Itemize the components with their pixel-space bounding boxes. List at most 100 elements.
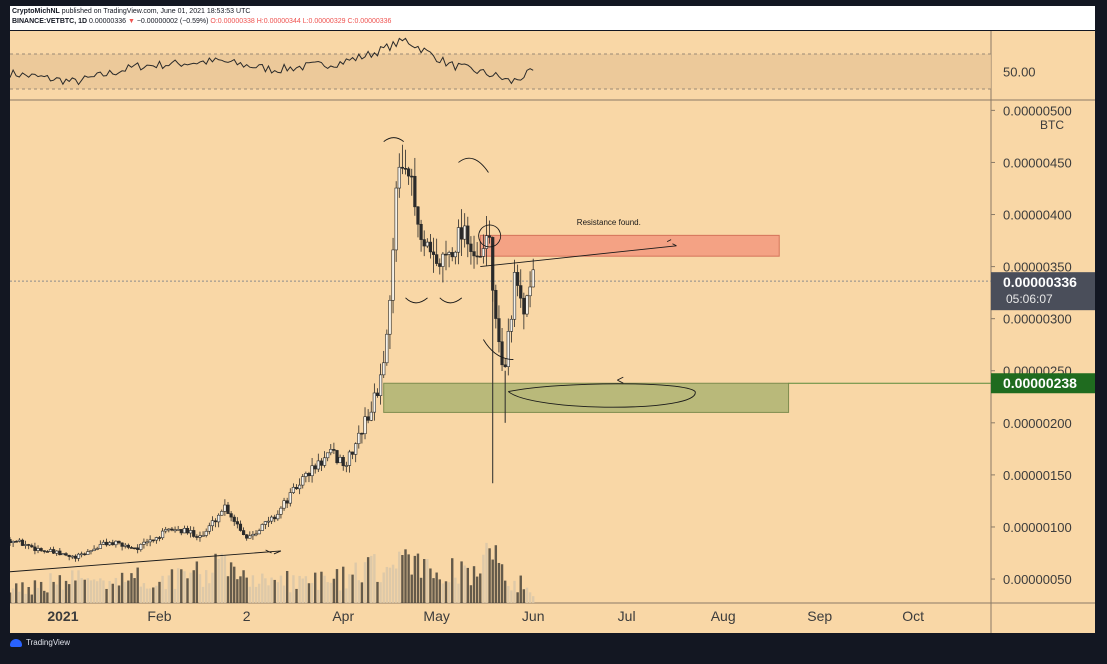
volume-bar [74, 580, 77, 603]
price-tick-label: 0.00000050 [1003, 572, 1072, 587]
time-tick-label: Jul [618, 608, 636, 624]
volume-bar [460, 561, 463, 603]
volume-bar [39, 581, 43, 603]
candle-body [338, 456, 342, 464]
base-curves [405, 297, 463, 304]
candle-body [70, 555, 74, 558]
volume-bar [314, 572, 317, 603]
candle-body [145, 541, 149, 544]
volume-bar [463, 565, 466, 603]
volume-bar [332, 578, 336, 603]
price-tick-label: 0.00000150 [1003, 468, 1072, 483]
candle-body [282, 500, 286, 509]
candle-body [301, 476, 305, 486]
candle-body [245, 534, 249, 539]
candle-body [413, 175, 417, 208]
close-value: C:0.00000336 [347, 18, 392, 25]
volume-bar [323, 575, 326, 603]
candle-body [354, 443, 358, 455]
volume-bar [307, 583, 311, 603]
volume-bar [108, 581, 111, 603]
candle-body [10, 539, 12, 543]
volume-bar [55, 584, 58, 603]
candle-body [310, 465, 314, 477]
price-tick-label: 0.00000400 [1003, 208, 1072, 223]
volume-bar [124, 582, 127, 603]
volume-bar [366, 557, 370, 603]
resistance-zone[interactable] [479, 234, 780, 257]
candle-body [419, 223, 423, 240]
trendline-drawing [10, 550, 281, 573]
candle-body [291, 486, 296, 493]
candle-body [161, 530, 165, 539]
volume-bar [114, 577, 118, 603]
volume-bar [510, 590, 513, 603]
time-tick-label: Apr [332, 608, 354, 624]
candle-body [251, 534, 255, 537]
volume-bar [139, 586, 142, 603]
candle-body [89, 550, 93, 552]
candle-body [294, 486, 299, 490]
chart-area[interactable]: 50.00 Resistance found. BTC 0.00000500 0.000… [10, 31, 1095, 633]
candle-body [185, 528, 190, 534]
volume-bar [24, 593, 27, 603]
candle-body [217, 514, 221, 523]
candle-body [117, 540, 121, 544]
candle-body [307, 473, 311, 477]
volume-bar [407, 554, 410, 603]
candle-body [58, 550, 62, 556]
volume-bar [86, 578, 90, 603]
candle-body [512, 272, 517, 320]
candle-body [164, 529, 168, 532]
author-name[interactable]: CryptoMichNL [12, 8, 60, 15]
candle-body [484, 235, 489, 249]
candle-body [522, 297, 526, 315]
candle-body [326, 452, 330, 459]
volume-bar [257, 583, 261, 603]
volume-bar [301, 578, 304, 603]
candle-body [385, 333, 389, 364]
volume-bar [67, 584, 71, 603]
candle-body [39, 548, 43, 551]
volume-bar [239, 576, 242, 603]
support-zone[interactable] [383, 382, 790, 413]
volume-bar [226, 576, 230, 603]
support-price-tag [991, 373, 1095, 394]
candle-body [173, 529, 177, 532]
time-tick-label: 2 [243, 608, 251, 624]
volume-bar [11, 588, 15, 603]
candle-body [201, 535, 205, 537]
volume-bar [466, 567, 469, 603]
volume-bar [261, 573, 264, 603]
volume-bar [270, 577, 273, 603]
drop-curve [482, 339, 514, 360]
candle-body [528, 286, 532, 297]
publish-line: CryptoMichNL published on TradingView.co… [12, 7, 250, 16]
volume-bar [438, 579, 441, 603]
candle-body [316, 460, 320, 470]
candle-body [410, 175, 414, 178]
volume-bar [342, 566, 345, 603]
candle-body [148, 539, 152, 543]
candle-body [459, 227, 464, 240]
candle-body [263, 521, 267, 525]
volume-bar [394, 568, 398, 603]
volume-bar [189, 572, 192, 603]
candle-body [431, 251, 436, 255]
volume-bar [18, 591, 21, 603]
candle-body [329, 449, 333, 454]
price-unit-label: BTC [1040, 118, 1064, 132]
peak-circle [478, 224, 502, 248]
time-tick-label: Sep [807, 608, 832, 624]
footer: TradingView [10, 638, 70, 647]
volume-bar [211, 572, 214, 603]
volume-bar [130, 573, 133, 603]
candle-body [285, 500, 289, 504]
symbol-label[interactable]: BINANCE:VETBTC, 1D [12, 18, 88, 25]
volume-bar [15, 583, 18, 603]
candle-body [456, 227, 461, 253]
brand-label[interactable]: TradingView [26, 638, 71, 647]
volume-bar [49, 573, 52, 603]
